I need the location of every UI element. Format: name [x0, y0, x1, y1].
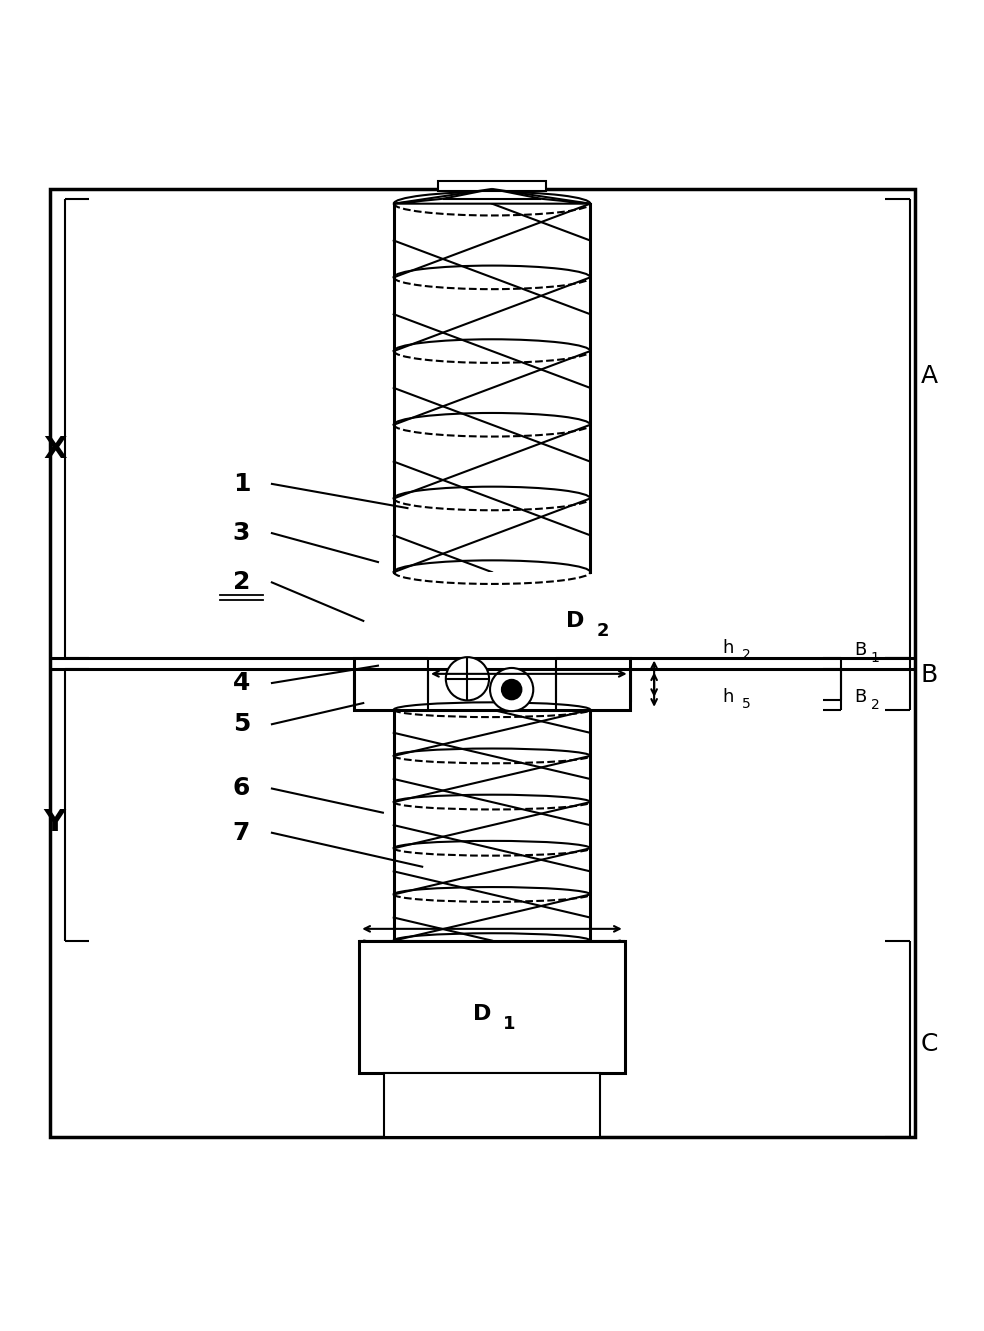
Circle shape: [502, 680, 522, 699]
Text: B: B: [921, 663, 938, 687]
Text: 2: 2: [596, 622, 609, 640]
Text: 2: 2: [871, 697, 880, 712]
Circle shape: [446, 658, 489, 700]
Text: h: h: [722, 688, 733, 705]
Text: 5: 5: [233, 712, 250, 736]
Bar: [50, 189, 914, 1137]
Text: D: D: [473, 1005, 491, 1025]
Circle shape: [502, 680, 522, 699]
Bar: [438, 181, 546, 190]
Text: 7: 7: [233, 820, 250, 845]
Bar: [428, 572, 556, 697]
Text: 5: 5: [742, 697, 751, 711]
Text: 4: 4: [233, 671, 250, 695]
Bar: [354, 658, 630, 700]
Text: 3: 3: [233, 520, 250, 544]
Text: Y: Y: [43, 808, 66, 837]
Text: D: D: [567, 611, 584, 631]
Text: 1: 1: [232, 471, 250, 495]
Text: 1: 1: [504, 1016, 516, 1033]
Text: 1: 1: [871, 651, 880, 664]
Bar: [359, 941, 625, 1073]
Text: C: C: [921, 1032, 938, 1055]
Bar: [384, 1073, 600, 1137]
Text: X: X: [43, 435, 67, 463]
Text: A: A: [921, 363, 938, 387]
Bar: [428, 708, 556, 709]
Circle shape: [490, 668, 533, 711]
Text: 2: 2: [742, 648, 751, 662]
Text: 2: 2: [233, 570, 250, 594]
Polygon shape: [394, 189, 590, 204]
Bar: [354, 669, 630, 709]
Text: 6: 6: [233, 776, 250, 800]
Text: B: B: [854, 640, 867, 659]
Text: B: B: [854, 688, 867, 705]
Text: h: h: [722, 639, 733, 656]
